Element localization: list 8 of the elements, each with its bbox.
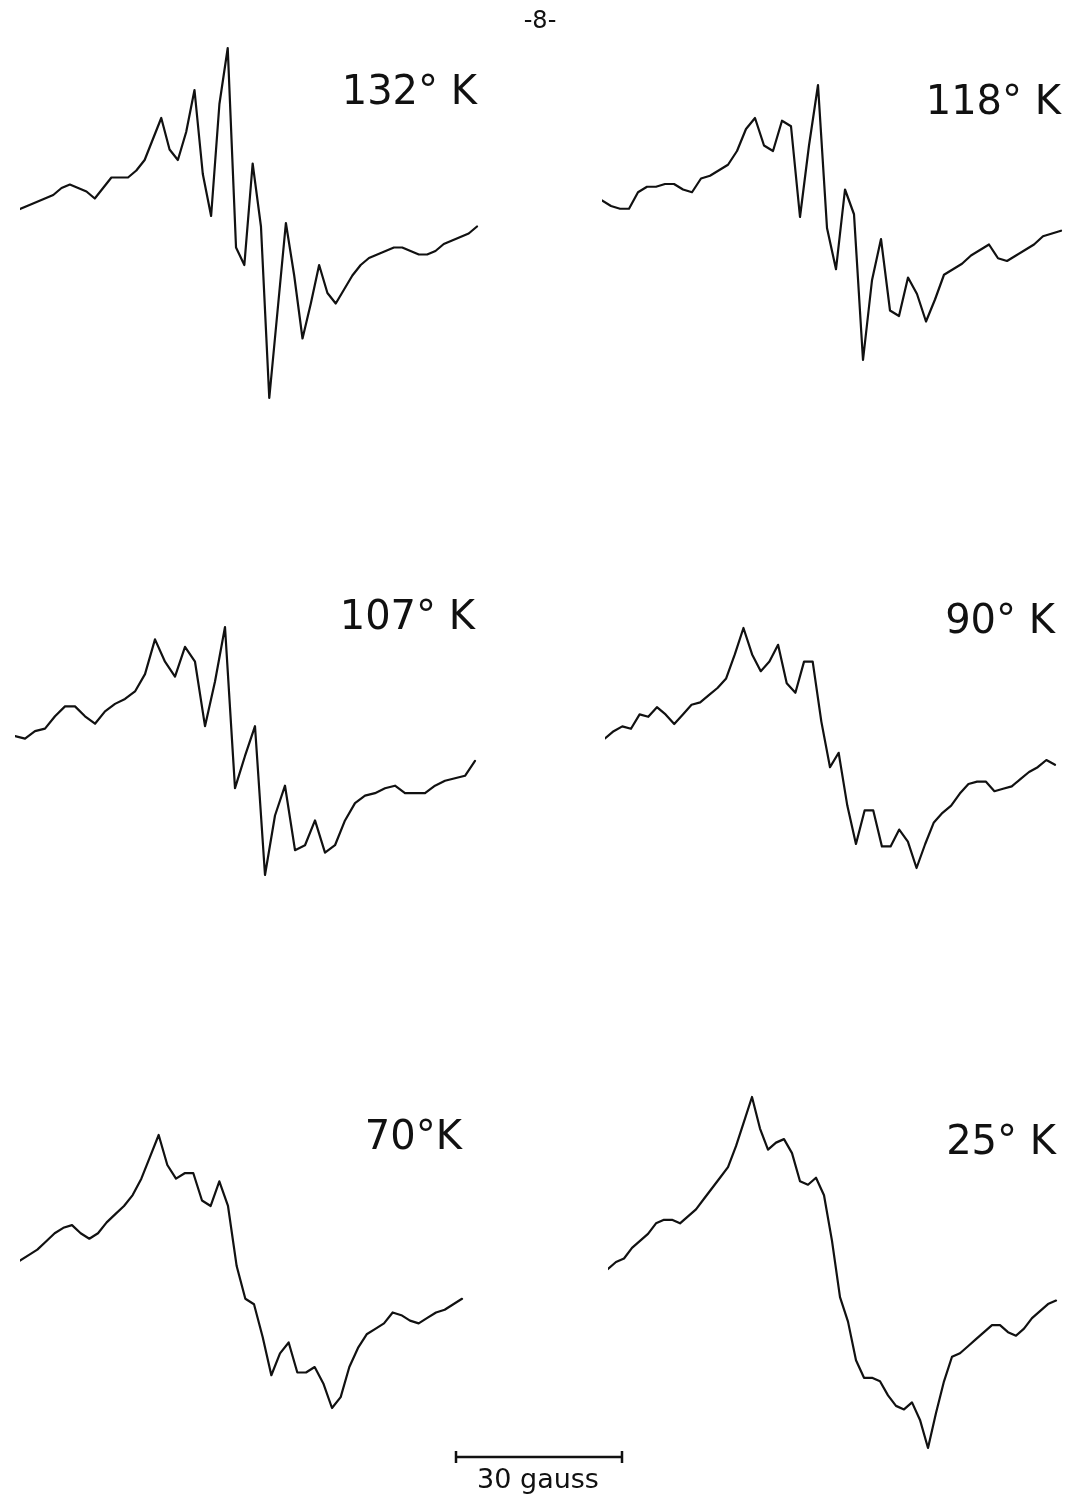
text: -8-	[523, 6, 557, 34]
chart-title: 118° K	[925, 76, 1063, 123]
text: 25° K	[946, 1116, 1058, 1163]
chart-title: 90° K	[945, 595, 1057, 642]
chart-title: 107° K	[339, 591, 477, 638]
chart-title: 70°K	[364, 1111, 464, 1158]
text: 30 gauss	[477, 1463, 599, 1494]
text: 132° K	[341, 66, 479, 113]
